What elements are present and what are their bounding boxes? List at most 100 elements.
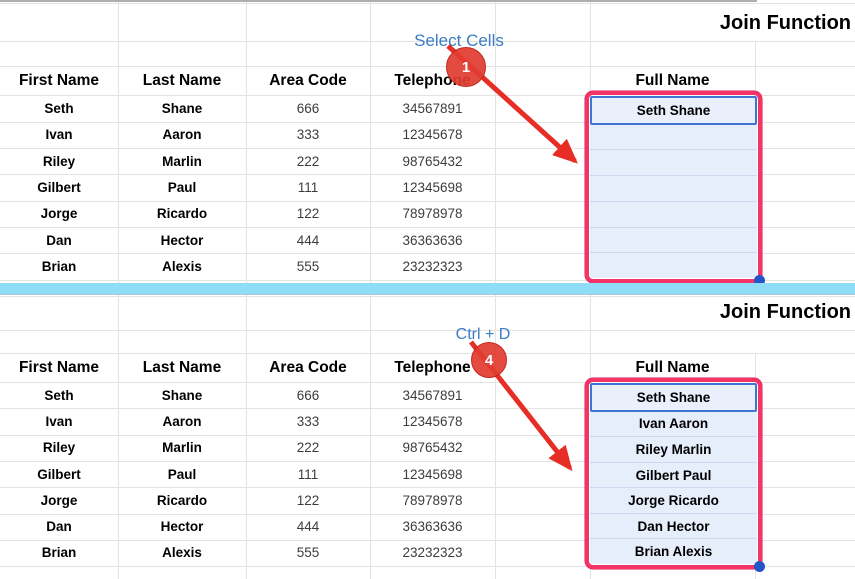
- cell-last-name[interactable]: Aaron: [162, 413, 202, 429]
- cell-telephone[interactable]: 36363636: [402, 519, 463, 535]
- cell-area-code[interactable]: 666: [296, 387, 320, 403]
- full-name-cell[interactable]: Riley Marlin: [590, 437, 757, 463]
- full-name-selection[interactable]: Seth Shane: [585, 91, 765, 286]
- table-row: Jorge Ricardo 122 78978978: [0, 201, 855, 227]
- full-name-cell[interactable]: [590, 125, 757, 151]
- cell-telephone[interactable]: 12345678: [402, 127, 463, 143]
- full-name-cell[interactable]: Brian Alexis: [634, 544, 713, 560]
- full-name-cell[interactable]: Seth Shane: [590, 383, 757, 412]
- table-row: Jorge Ricardo 122 78978978: [0, 487, 855, 513]
- full-name-cell[interactable]: Gilbert Paul: [590, 463, 757, 489]
- cell-area-code[interactable]: 111: [297, 466, 319, 482]
- column-header-telephone[interactable]: Telephone: [394, 71, 471, 89]
- cell-telephone[interactable]: 12345678: [402, 413, 463, 429]
- cell-last-name[interactable]: Ricardo: [156, 206, 208, 222]
- cell-area-code[interactable]: 222: [296, 440, 320, 456]
- cell-first-name[interactable]: Riley: [42, 153, 76, 169]
- cell-first-name[interactable]: Gilbert: [37, 466, 81, 482]
- cell-telephone[interactable]: 98765432: [402, 153, 463, 169]
- full-name-cell[interactable]: Seth Shane: [590, 96, 757, 125]
- cell-area-code[interactable]: 333: [296, 413, 320, 429]
- cell-first-name[interactable]: Seth: [44, 387, 74, 403]
- full-name-cell[interactable]: [590, 150, 757, 177]
- cell-first-name[interactable]: Brian: [41, 258, 77, 274]
- full-name-cell[interactable]: Dan Hector: [590, 514, 757, 540]
- cell-telephone[interactable]: 12345698: [402, 466, 463, 482]
- column-header-area-code[interactable]: Area Code: [269, 358, 347, 376]
- cell-telephone[interactable]: 78978978: [402, 206, 463, 222]
- cell-area-code[interactable]: 666: [296, 101, 320, 117]
- table-row: Riley Marlin 222 98765432: [0, 435, 855, 461]
- join-function-title[interactable]: Join Function: [719, 301, 851, 323]
- cell-area-code[interactable]: 333: [296, 127, 320, 143]
- fill-handle[interactable]: [754, 561, 765, 572]
- header-row: First Name Last Name Area Code Telephone…: [0, 353, 855, 382]
- cell-telephone[interactable]: 23232323: [402, 258, 463, 274]
- cell-telephone[interactable]: 34567891: [402, 387, 463, 403]
- table-row: Brian Alexis 555 23232323: [0, 540, 855, 566]
- cell-first-name[interactable]: Dan: [46, 519, 72, 535]
- cell-last-name[interactable]: Alexis: [162, 258, 202, 274]
- cell-first-name[interactable]: Dan: [46, 232, 72, 248]
- full-name-selection[interactable]: Seth Shane Ivan Aaron Riley Marlin Gilbe…: [585, 378, 765, 572]
- cell-last-name[interactable]: Hector: [160, 232, 204, 248]
- cell-telephone[interactable]: 78978978: [402, 492, 463, 508]
- cell-area-code[interactable]: 555: [296, 258, 320, 274]
- full-name-cell[interactable]: [590, 253, 757, 278]
- top-crop-line: [0, 0, 757, 2]
- cell-last-name[interactable]: Alexis: [162, 545, 202, 561]
- full-name-cell[interactable]: Jorge Ricardo: [590, 488, 757, 514]
- cell-first-name[interactable]: Jorge: [40, 492, 78, 508]
- cell-last-name[interactable]: Paul: [167, 466, 197, 482]
- full-name-cell[interactable]: [590, 228, 757, 254]
- table-row: Riley Marlin 222 98765432: [0, 148, 855, 174]
- cell-first-name[interactable]: Seth: [44, 101, 74, 117]
- column-header-full-name[interactable]: Full Name: [635, 71, 710, 89]
- cell-last-name[interactable]: Shane: [161, 387, 203, 403]
- cell-first-name[interactable]: Jorge: [40, 206, 78, 222]
- cell-last-name[interactable]: Marlin: [162, 440, 202, 456]
- cell-telephone[interactable]: 23232323: [402, 545, 463, 561]
- sheet-panel-bottom: Join Function Ctrl + D First Name Last N…: [0, 295, 855, 579]
- cell-area-code[interactable]: 444: [296, 232, 320, 248]
- table-row: Gilbert Paul 111 12345698: [0, 461, 855, 487]
- cell-area-code[interactable]: 122: [296, 206, 320, 222]
- cell-telephone[interactable]: 98765432: [402, 440, 463, 456]
- cell-first-name[interactable]: Gilbert: [37, 180, 81, 196]
- cell-first-name[interactable]: Ivan: [45, 413, 73, 429]
- cell-telephone[interactable]: 34567891: [402, 101, 463, 117]
- cell-last-name[interactable]: Aaron: [162, 127, 202, 143]
- cell-last-name[interactable]: Paul: [167, 180, 197, 196]
- cell-area-code[interactable]: 111: [297, 180, 319, 196]
- full-name-cell[interactable]: [590, 176, 757, 202]
- cell-last-name[interactable]: Marlin: [162, 153, 202, 169]
- cell-last-name[interactable]: Shane: [161, 101, 203, 117]
- cell-telephone[interactable]: 36363636: [402, 232, 463, 248]
- cell-first-name[interactable]: Ivan: [45, 127, 73, 143]
- column-header-full-name[interactable]: Full Name: [635, 358, 710, 376]
- cell-area-code[interactable]: 555: [296, 545, 320, 561]
- data-rows: Seth Shane 666 34567891 Ivan Aaron 333 1…: [0, 96, 855, 280]
- column-header-last-name[interactable]: Last Name: [142, 358, 222, 376]
- cell-first-name[interactable]: Riley: [42, 440, 76, 456]
- full-name-cell[interactable]: [590, 202, 757, 228]
- join-function-title[interactable]: Join Function: [719, 12, 851, 34]
- column-header-telephone[interactable]: Telephone: [394, 358, 471, 376]
- table-row: Ivan Aaron 333 12345678: [0, 408, 855, 434]
- cell-first-name[interactable]: Brian: [41, 545, 77, 561]
- fill-handle[interactable]: [754, 275, 765, 286]
- full-name-cell[interactable]: Ivan Aaron: [590, 412, 757, 438]
- cell-telephone[interactable]: 12345698: [402, 180, 463, 196]
- column-header-first-name[interactable]: First Name: [18, 358, 100, 376]
- column-header-area-code[interactable]: Area Code: [269, 71, 347, 89]
- panel-divider: [0, 283, 855, 295]
- column-header-last-name[interactable]: Last Name: [142, 71, 222, 89]
- cell-area-code[interactable]: 122: [296, 492, 320, 508]
- cell-last-name[interactable]: Hector: [160, 519, 204, 535]
- table-row: Brian Alexis 555 23232323: [0, 253, 855, 279]
- cell-area-code[interactable]: 444: [296, 519, 320, 535]
- cell-last-name[interactable]: Ricardo: [156, 492, 208, 508]
- column-header-first-name[interactable]: First Name: [18, 71, 100, 89]
- cell-area-code[interactable]: 222: [296, 153, 320, 169]
